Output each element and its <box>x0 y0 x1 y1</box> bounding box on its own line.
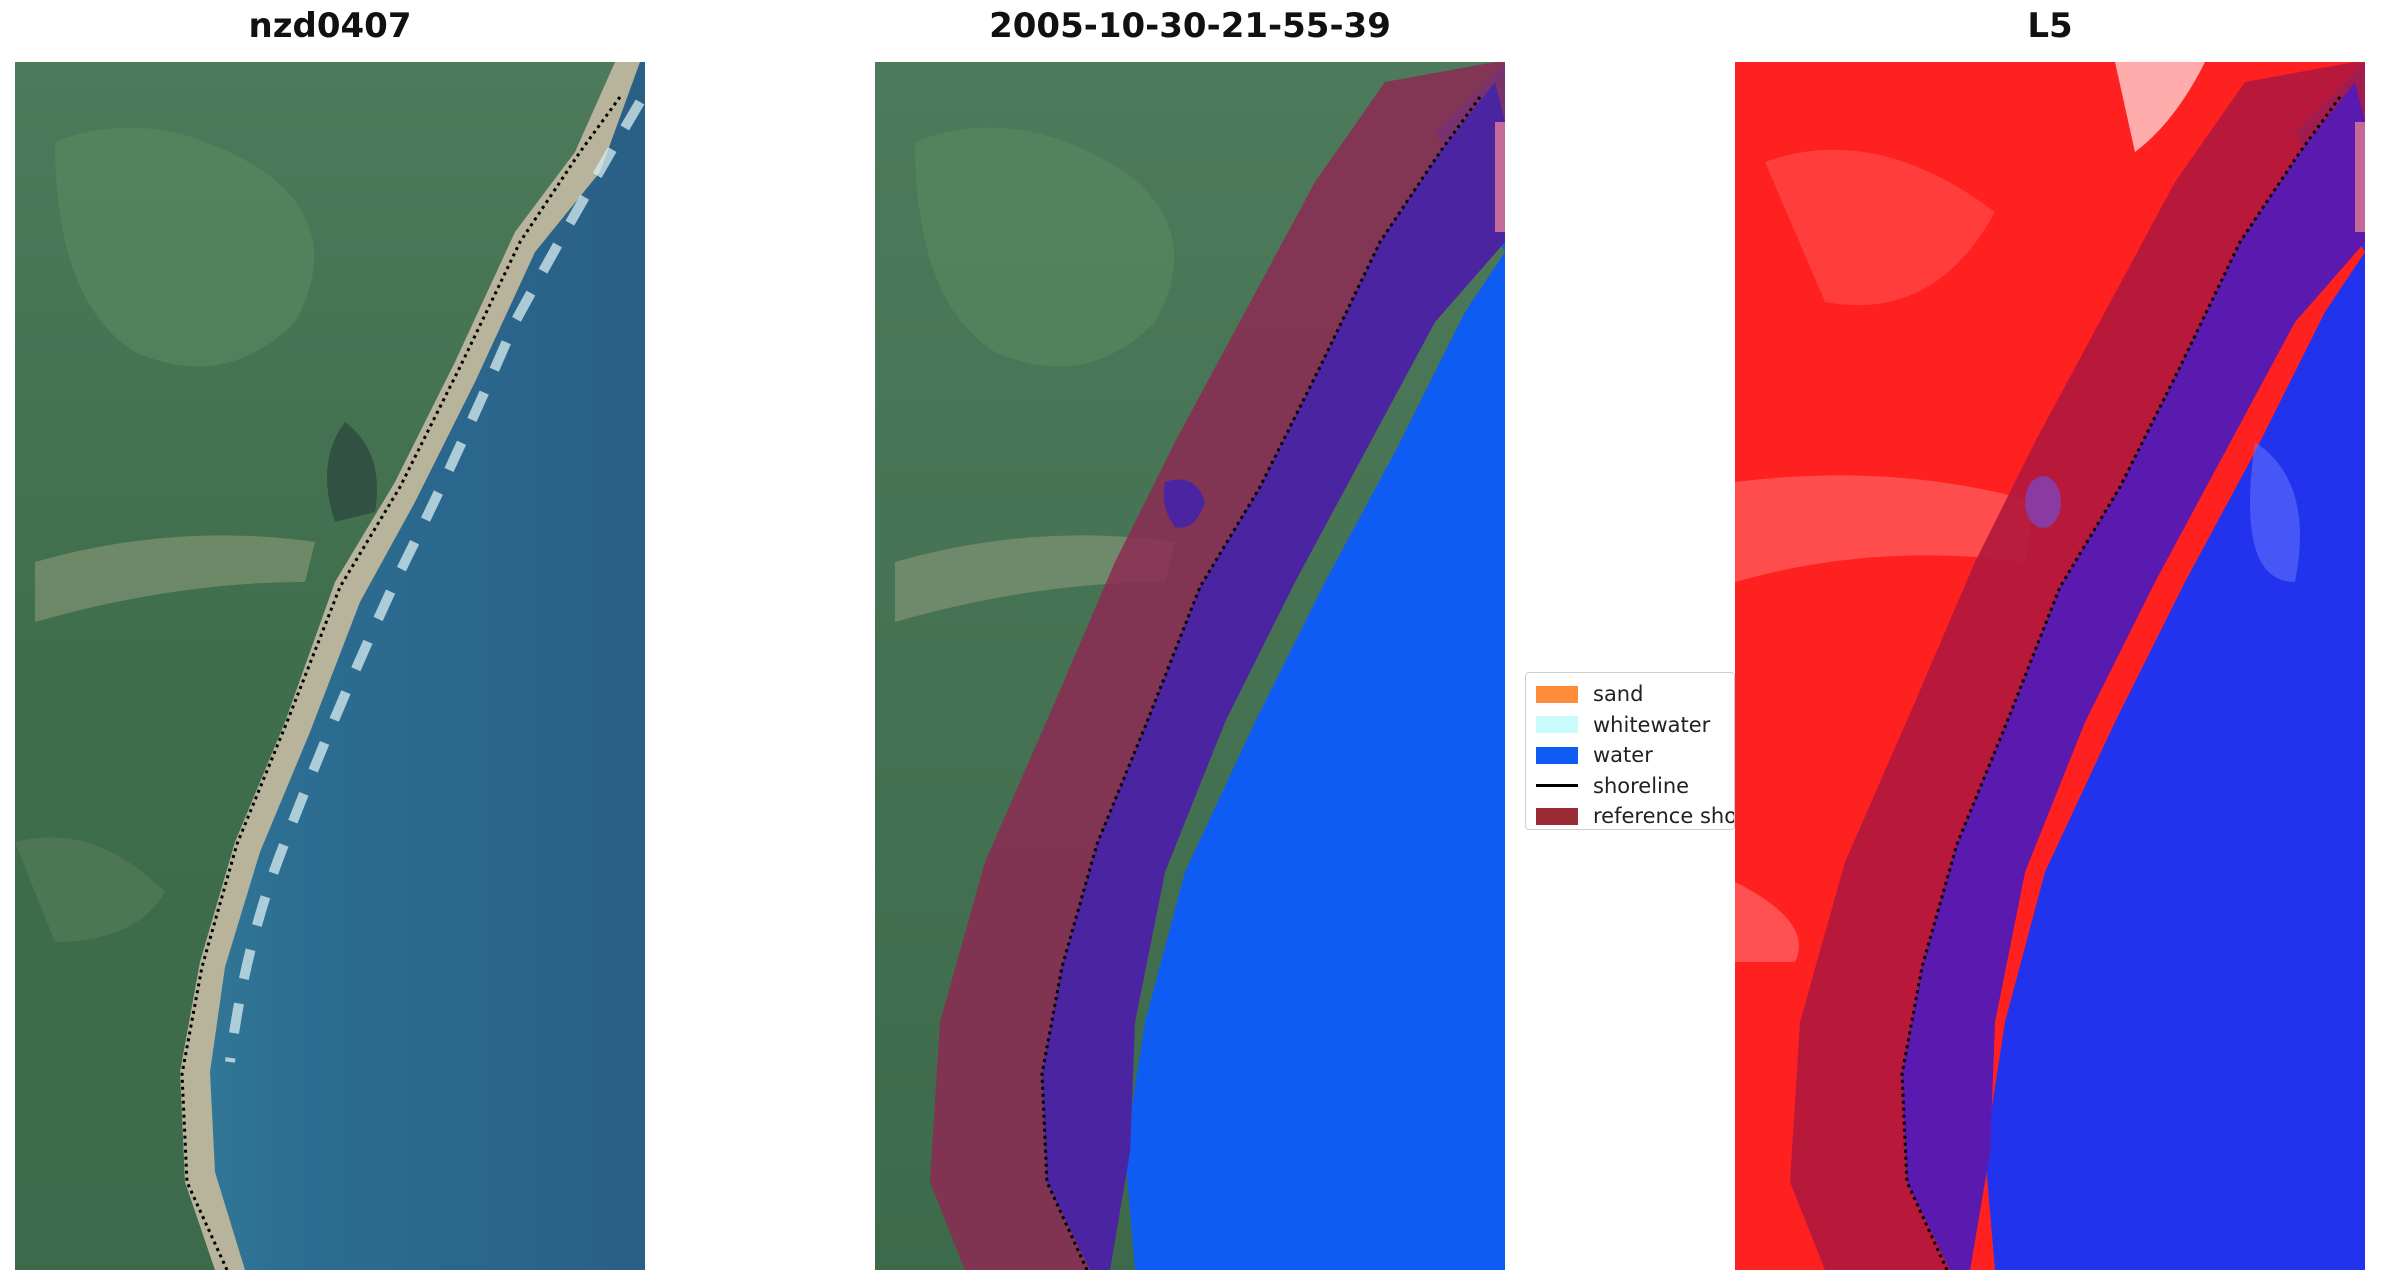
shoreline <box>1900 96 2342 1270</box>
reference-buffer-water-overlap <box>1042 82 1505 1270</box>
legend-label: shoreline <box>1593 773 1690 798</box>
legend-swatch-water <box>1536 746 1578 764</box>
legend: sand whitewater water shoreline referenc… <box>1525 672 1735 830</box>
water-class <box>1125 62 1505 1270</box>
reference-buffer-water-overlap <box>1902 82 2365 1270</box>
legend-swatch-reference-buffer <box>1536 807 1578 825</box>
classified-image <box>875 62 1505 1270</box>
index-image <box>1735 62 2365 1270</box>
surf-line <box>225 99 645 1063</box>
legend-label: water <box>1593 743 1653 768</box>
water-index <box>1985 62 2365 1270</box>
land-area <box>15 62 615 1270</box>
panel-title-index: L5 <box>2027 6 2073 46</box>
legend-swatch-sand <box>1536 685 1578 703</box>
legend-line-shoreline <box>1536 784 1578 788</box>
shoreline <box>1040 96 1482 1270</box>
legend-label: sand <box>1593 682 1644 707</box>
legend-item-shoreline: shoreline <box>1536 771 1734 802</box>
legend-item-whitewater: whitewater <box>1536 710 1734 741</box>
panel-title-rgb: nzd0407 <box>248 6 412 46</box>
legend-label: reference shoreline buffer <box>1593 804 1734 829</box>
legend-item-water: water <box>1536 740 1734 771</box>
rgb-satellite-image <box>15 62 645 1270</box>
legend-label: whitewater <box>1593 712 1711 737</box>
legend-item-sand: sand <box>1536 679 1734 710</box>
panel-title-classified: 2005-10-30-21-55-39 <box>989 6 1391 46</box>
legend-item-reference-buffer: reference shoreline buffer <box>1536 801 1734 829</box>
shoreline <box>180 96 622 1270</box>
legend-swatch-whitewater <box>1536 716 1578 734</box>
